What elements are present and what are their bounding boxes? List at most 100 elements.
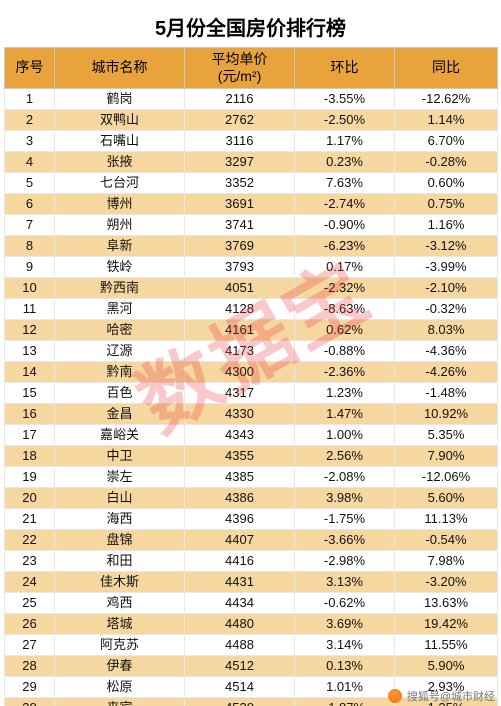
cell-yoy: -12.62% [395,88,498,109]
cell-price: 4480 [185,613,295,634]
cell-price: 3691 [185,193,295,214]
cell-mom: -2.08% [295,466,395,487]
cell-yoy: -3.12% [395,235,498,256]
cell-price: 3116 [185,130,295,151]
cell-idx: 19 [5,466,55,487]
table-row: 1鹤岗2116-3.55%-12.62% [5,88,498,109]
cell-price: 4317 [185,382,295,403]
cell-city: 白山 [55,487,185,508]
cell-city: 海西 [55,508,185,529]
cell-idx: 7 [5,214,55,235]
cell-idx: 2 [5,109,55,130]
cell-yoy: 5.35% [395,424,498,445]
cell-city: 伊春 [55,655,185,676]
cell-mom: -2.50% [295,109,395,130]
cell-city: 黔西南 [55,277,185,298]
cell-mom: 7.63% [295,172,395,193]
cell-idx: 28 [5,655,55,676]
table-row: 15百色43171.23%-1.48% [5,382,498,403]
cell-idx: 6 [5,193,55,214]
cell-price: 4416 [185,550,295,571]
cell-yoy: 1.14% [395,109,498,130]
cell-yoy: 7.90% [395,445,498,466]
col-header-city: 城市名称 [55,48,185,89]
cell-mom: 1.01% [295,676,395,697]
cell-mom: -8.63% [295,298,395,319]
price-table: 序号 城市名称 平均单价(元/m²) 环比 同比 1鹤岗2116-3.55%-1… [4,47,498,706]
table-row: 26塔城44803.69%19.42% [5,613,498,634]
cell-idx: 22 [5,529,55,550]
cell-idx: 30 [5,697,55,706]
footer-source: 搜狐号 [407,691,440,703]
cell-mom: -0.88% [295,340,395,361]
table-header-row: 序号 城市名称 平均单价(元/m²) 环比 同比 [5,48,498,89]
cell-mom: -1.87% [295,697,395,706]
cell-mom: -0.62% [295,592,395,613]
cell-yoy: -3.20% [395,571,498,592]
cell-idx: 29 [5,676,55,697]
cell-yoy: 10.92% [395,403,498,424]
cell-city: 鸡西 [55,592,185,613]
table-row: 18中卫43552.56%7.90% [5,445,498,466]
cell-price: 4434 [185,592,295,613]
cell-city: 阿克苏 [55,634,185,655]
cell-yoy: -1.48% [395,382,498,403]
cell-yoy: 13.63% [395,592,498,613]
cell-price: 4386 [185,487,295,508]
cell-mom: 3.69% [295,613,395,634]
cell-price: 4051 [185,277,295,298]
table-row: 8阜新3769-6.23%-3.12% [5,235,498,256]
table-row: 11黑河4128-8.63%-0.32% [5,298,498,319]
cell-idx: 14 [5,361,55,382]
cell-city: 塔城 [55,613,185,634]
cell-idx: 1 [5,88,55,109]
cell-mom: -2.36% [295,361,395,382]
cell-price: 4161 [185,319,295,340]
page-title: 5月份全国房价排行榜 [4,8,497,47]
cell-city: 崇左 [55,466,185,487]
table-row: 23和田4416-2.98%7.98% [5,550,498,571]
cell-city: 金昌 [55,403,185,424]
cell-city: 博州 [55,193,185,214]
cell-yoy: 7.98% [395,550,498,571]
cell-price: 4330 [185,403,295,424]
cell-idx: 12 [5,319,55,340]
cell-idx: 9 [5,256,55,277]
cell-yoy: 5.60% [395,487,498,508]
cell-idx: 24 [5,571,55,592]
cell-city: 黑河 [55,298,185,319]
cell-yoy: -0.54% [395,529,498,550]
cell-price: 4431 [185,571,295,592]
cell-idx: 15 [5,382,55,403]
cell-price: 4300 [185,361,295,382]
table-row: 19崇左4385-2.08%-12.06% [5,466,498,487]
col-header-yoy: 同比 [395,48,498,89]
table-row: 20白山43863.98%5.60% [5,487,498,508]
source-footer: 搜狐号@城市财经 [388,688,495,704]
cell-price: 3769 [185,235,295,256]
cell-mom: 0.23% [295,151,395,172]
table-row: 27阿克苏44883.14%11.55% [5,634,498,655]
at-icon: @ [440,691,451,703]
cell-price: 3741 [185,214,295,235]
table-row: 24佳木斯44313.13%-3.20% [5,571,498,592]
cell-idx: 18 [5,445,55,466]
cell-mom: -6.23% [295,235,395,256]
cell-price: 4514 [185,676,295,697]
cell-mom: 2.56% [295,445,395,466]
cell-price: 3297 [185,151,295,172]
cell-price: 4488 [185,634,295,655]
table-row: 21海西4396-1.75%11.13% [5,508,498,529]
cell-city: 和田 [55,550,185,571]
cell-mom: -3.66% [295,529,395,550]
table-row: 17嘉峪关43431.00%5.35% [5,424,498,445]
cell-mom: -1.75% [295,508,395,529]
cell-city: 鹤岗 [55,88,185,109]
cell-city: 七台河 [55,172,185,193]
cell-city: 佳木斯 [55,571,185,592]
cell-idx: 10 [5,277,55,298]
cell-price: 2116 [185,88,295,109]
table-row: 12哈密41610.62%8.03% [5,319,498,340]
cell-idx: 5 [5,172,55,193]
table-row: 10黔西南4051-2.32%-2.10% [5,277,498,298]
